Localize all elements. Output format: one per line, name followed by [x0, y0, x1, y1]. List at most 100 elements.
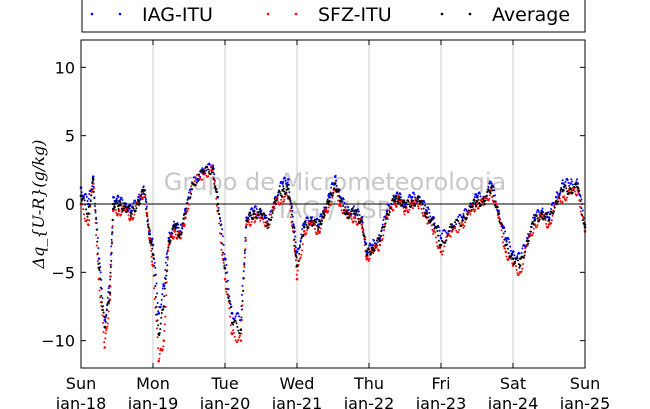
data-point-interp	[560, 202, 563, 205]
data-point-interp	[323, 216, 326, 219]
data-point-interp	[99, 271, 102, 274]
data-point-interp	[349, 213, 352, 216]
data-point-interp	[270, 218, 273, 221]
data-point	[540, 209, 544, 213]
data-point-interp	[304, 221, 307, 224]
data-point-interp	[92, 185, 95, 188]
data-point-interp	[354, 217, 357, 220]
data-point-interp	[262, 217, 265, 220]
data-point-interp	[190, 187, 193, 190]
data-point-interp	[222, 259, 225, 262]
data-point-interp	[421, 212, 424, 215]
data-point-interp	[361, 230, 364, 233]
data-point-interp	[131, 209, 134, 212]
data-point-interp	[564, 180, 567, 183]
data-point-interp	[319, 215, 322, 218]
data-point-interp	[206, 166, 209, 169]
data-point-interp	[218, 222, 221, 225]
data-point-interp	[491, 189, 494, 192]
data-point	[504, 250, 508, 254]
data-point-interp	[280, 198, 283, 201]
data-point-interp	[327, 203, 330, 206]
data-point-interp	[439, 246, 442, 249]
data-point-interp	[117, 195, 120, 198]
data-point-interp	[508, 241, 511, 244]
data-point-interp	[293, 248, 296, 251]
data-point-interp	[161, 287, 164, 290]
data-point-interp	[513, 254, 516, 257]
data-point-interp	[556, 192, 559, 195]
data-point-interp	[456, 218, 459, 221]
data-point-interp	[272, 206, 275, 209]
data-point-interp	[579, 210, 582, 213]
data-point-interp	[504, 230, 507, 233]
data-point	[346, 212, 349, 215]
data-point-interp	[92, 187, 95, 190]
data-point-interp	[487, 186, 490, 189]
data-point-interp	[528, 235, 531, 238]
data-point-interp	[164, 261, 167, 264]
data-point-interp	[162, 308, 165, 311]
data-point-interp	[400, 204, 403, 207]
data-point-interp	[522, 256, 525, 259]
data-point-interp	[270, 216, 273, 219]
data-point-interp	[174, 233, 177, 236]
data-point-interp	[177, 223, 180, 226]
data-point-interp	[282, 185, 285, 188]
data-point-interp	[518, 252, 521, 255]
data-point-interp	[309, 216, 312, 219]
data-point-interp	[357, 217, 360, 220]
data-point-interp	[138, 203, 141, 206]
legend-marker	[440, 12, 444, 16]
data-point-interp	[487, 199, 490, 202]
data-point-interp	[388, 213, 391, 216]
data-point-interp	[85, 195, 88, 198]
data-point-interp	[110, 238, 113, 241]
legend-marker	[294, 12, 298, 16]
data-point-interp	[544, 219, 547, 222]
data-point-interp	[279, 202, 282, 205]
data-point-interp	[457, 219, 460, 222]
data-point-interp	[257, 211, 260, 214]
data-point-interp	[395, 195, 398, 198]
x-tick-date: jan-20	[199, 394, 251, 409]
data-point-interp	[314, 231, 317, 234]
data-point	[533, 219, 536, 222]
data-point-interp	[493, 189, 496, 192]
data-point-interp	[89, 203, 92, 206]
data-point-interp	[243, 262, 246, 265]
data-point-interp	[401, 203, 404, 206]
data-point-interp	[275, 202, 278, 205]
data-point-interp	[531, 234, 534, 237]
data-point-interp	[395, 205, 398, 208]
data-point-interp	[541, 216, 544, 219]
data-point-interp	[355, 220, 358, 223]
data-point-interp	[183, 225, 186, 228]
data-point-interp	[406, 209, 409, 212]
data-point-interp	[104, 332, 107, 335]
data-point-interp	[411, 199, 414, 202]
data-point-interp	[331, 196, 334, 199]
data-point-interp	[532, 231, 535, 234]
data-point-interp	[582, 217, 585, 220]
data-point-interp	[237, 338, 240, 341]
data-point-interp	[527, 242, 530, 245]
data-point	[403, 202, 407, 206]
data-point-interp	[505, 255, 508, 258]
data-point-interp	[250, 216, 253, 219]
data-point-interp	[254, 205, 257, 208]
data-point-interp	[155, 282, 158, 285]
data-point-interp	[135, 207, 138, 210]
data-point-interp	[99, 296, 102, 299]
data-point-interp	[339, 205, 342, 208]
data-point-interp	[427, 216, 430, 219]
data-point-interp	[101, 314, 104, 317]
data-point-interp	[414, 196, 417, 199]
data-point-interp	[238, 332, 241, 335]
data-point-interp	[581, 209, 584, 212]
data-point-interp	[481, 200, 484, 203]
data-point-interp	[226, 293, 229, 296]
data-point	[403, 209, 407, 213]
data-point-interp	[467, 209, 470, 212]
